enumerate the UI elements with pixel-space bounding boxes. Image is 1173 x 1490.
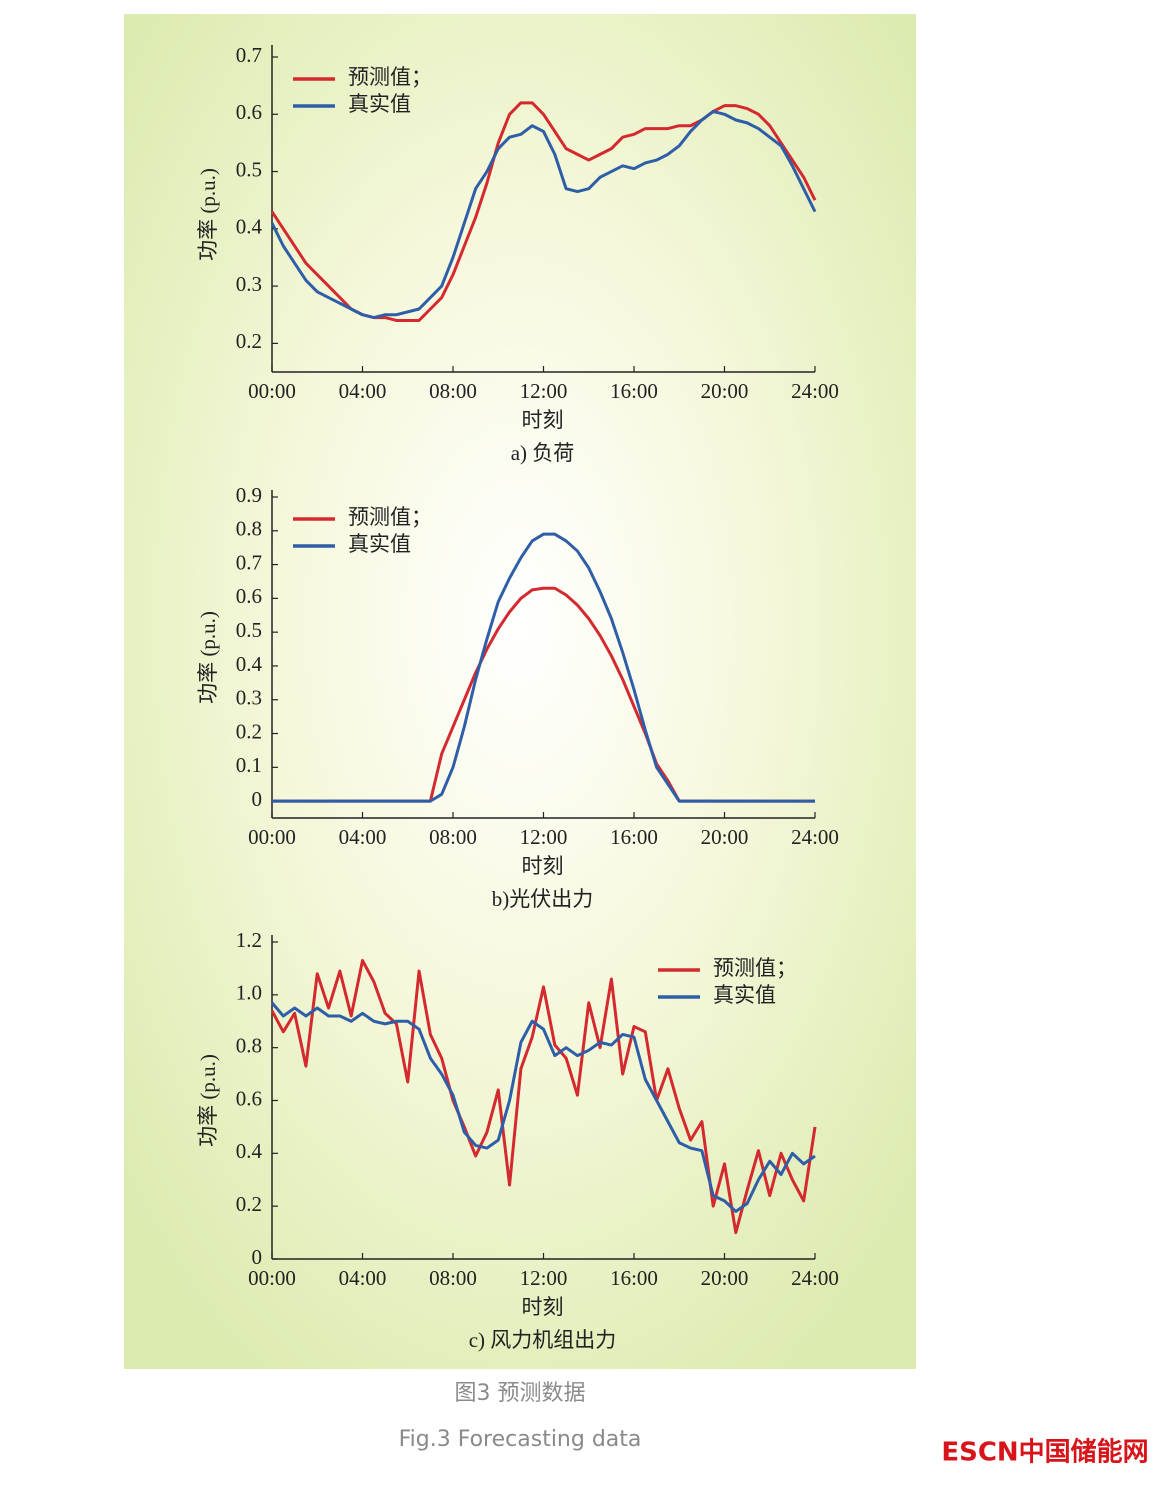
y-tick-label: 0.7 [236,43,262,67]
y-axis-label: 功率 (p.u.) [196,168,220,261]
panel-background [124,14,916,1369]
y-tick-label: 1.2 [236,928,262,952]
y-tick-label: 0 [252,787,263,811]
y-tick-label: 0.5 [236,618,262,642]
data-line [270,1001,816,1213]
y-tick-label: 0.8 [236,517,262,541]
y-tick-label: 1.0 [236,981,262,1005]
x-tick-label: 08:00 [429,825,477,849]
x-tick-label: 20:00 [701,1266,749,1290]
chart-title: b)光伏出力 [492,887,594,911]
x-tick-label: 00:00 [248,1266,296,1290]
x-tick-label: 12:00 [520,825,568,849]
x-tick-label: 00:00 [248,379,296,403]
y-tick-label: 0.2 [236,329,262,353]
legend-label: 真实值 [348,532,411,556]
y-tick-label: 0.6 [236,584,262,608]
y-tick-label: 0.9 [236,483,262,507]
x-tick-label: 04:00 [339,379,387,403]
x-tick-label: 16:00 [610,825,658,849]
x-tick-label: 24:00 [791,1266,839,1290]
chart-title: a) 负荷 [511,441,575,465]
x-tick-label: 20:00 [701,379,749,403]
legend-label: 真实值 [348,92,411,116]
y-tick-label: 0.8 [236,1033,262,1057]
y-axis-label: 功率 (p.u.) [196,1054,220,1147]
x-axis-label: 时刻 [522,408,564,432]
y-tick-label: 0.5 [236,157,262,181]
y-tick-label: 0.4 [236,1139,263,1163]
x-axis-label: 时刻 [522,854,564,878]
caption-en: Fig.3 Forecasting data [399,1427,642,1452]
y-tick-label: 0.7 [236,550,262,574]
x-tick-label: 16:00 [610,379,658,403]
x-tick-label: 00:00 [248,825,296,849]
data-line [270,958,817,1235]
y-axis-label: 功率 (p.u.) [196,611,220,704]
y-tick-label: 0.4 [236,652,263,676]
y-tick-label: 0.4 [236,215,263,239]
y-tick-label: 0 [252,1245,263,1269]
y-tick-label: 0.1 [236,753,262,777]
x-tick-label: 08:00 [429,1266,477,1290]
data-line [272,532,815,803]
data-line [270,109,817,320]
x-tick-label: 20:00 [701,825,749,849]
legend-label: 真实值 [713,983,776,1007]
x-tick-label: 12:00 [520,379,568,403]
x-tick-label: 08:00 [429,379,477,403]
legend-label: 预测值； [713,956,797,980]
caption: 图3 预测数据 [455,1381,586,1406]
x-tick-label: 04:00 [339,1266,387,1290]
legend-label: 预测值； [348,505,432,529]
y-tick-label: 0.6 [236,1086,262,1110]
x-tick-label: 04:00 [339,825,387,849]
watermark: ESCN中国储能网 [941,1437,1148,1468]
x-tick-label: 24:00 [791,825,839,849]
x-tick-label: 12:00 [520,1266,568,1290]
legend-label: 预测值； [348,65,432,89]
y-tick-label: 0.2 [236,1192,262,1216]
y-tick-label: 0.3 [236,686,262,710]
y-tick-label: 0.3 [236,272,262,296]
x-axis-label: 时刻 [522,1295,564,1319]
y-tick-label: 0.2 [236,719,262,743]
y-tick-label: 0.6 [236,100,262,124]
x-tick-label: 24:00 [791,379,839,403]
chart-title: c) 风力机组出力 [469,1328,617,1352]
x-tick-label: 16:00 [610,1266,658,1290]
